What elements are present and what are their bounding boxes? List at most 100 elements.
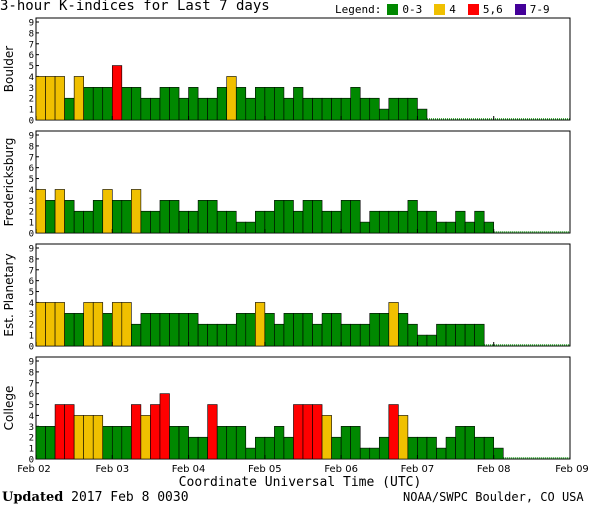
legend-item-quiet: 0-3 [387,3,422,16]
bar-college [35,426,46,460]
bar-boulder [150,97,161,121]
bar-fredericksburg [131,189,142,234]
bar-boulder [274,87,285,121]
bar-fredericksburg [178,210,189,234]
bar-college [274,426,285,460]
bar-fredericksburg [483,221,495,234]
bar-college [264,436,275,460]
credit-text: NOAA/SWPC Boulder, CO USA [403,490,584,504]
bar-fredericksburg [111,200,123,234]
bar-est-planetary [121,302,132,347]
bar-boulder [388,97,399,121]
bar-college [369,447,380,460]
bar-college [388,404,399,460]
x-tick-label: Feb 07 [401,464,435,475]
bar-college [312,404,323,460]
panel-label-college: College [2,386,16,431]
bar-fredericksburg [197,200,208,234]
bar-fredericksburg [45,200,56,234]
y-tick-label-fredericksburg: 4 [29,186,34,196]
bar-fredericksburg [388,210,399,234]
bar-college [140,415,151,460]
bar-boulder [159,87,170,121]
bar-est-planetary [188,313,199,347]
y-tick-label-college: 8 [29,368,34,378]
y-tick-label-college: 0 [29,456,34,466]
bar-college [159,393,170,460]
legend-item-active: 4 [434,3,456,16]
y-tick-label-est-planetary: 3 [29,310,34,320]
bar-boulder [197,97,208,121]
bar-est-planetary [226,323,237,347]
bar-fredericksburg [398,210,409,234]
bar-college [150,404,161,460]
bar-college [169,426,180,460]
bar-fredericksburg [169,200,180,234]
bar-est-planetary [474,323,485,347]
legend-text-severe: 7-9 [529,2,550,16]
bar-est-planetary [35,302,46,347]
y-tick-label-college: 2 [29,434,34,444]
bar-boulder [111,65,123,121]
y-tick-label-college: 3 [29,423,34,433]
panel-label-est-planetary: Est. Planetary [2,253,16,336]
bar-fredericksburg [350,200,361,234]
bar-college [417,436,428,460]
bar-boulder [321,97,332,121]
bar-college [226,426,237,460]
bar-fredericksburg [54,189,65,234]
bar-college [178,426,189,460]
bar-college [45,426,56,460]
bar-college [398,415,409,460]
bar-fredericksburg [83,210,94,234]
y-tick-label-boulder: 8 [29,29,34,39]
bar-college [321,415,332,460]
y-tick-label-est-planetary: 4 [29,299,34,309]
x-tick-label: Feb 05 [248,464,282,475]
bar-fredericksburg [312,200,323,234]
bar-fredericksburg [264,210,275,234]
bar-college [188,436,199,460]
bar-fredericksburg [321,210,332,234]
y-tick-label-est-planetary: 5 [29,288,34,298]
bar-est-planetary [54,302,65,347]
bar-fredericksburg [102,189,113,234]
bar-est-planetary [312,323,323,347]
y-tick-label-boulder: 4 [29,73,34,83]
bar-college [83,415,94,460]
bar-boulder [417,108,428,121]
y-tick-label-est-planetary: 9 [29,245,34,255]
bar-college [245,447,256,460]
legend: Legend: 0-3 4 5,6 7-9 [335,2,550,16]
bar-fredericksburg [417,210,428,234]
y-tick-label-fredericksburg: 2 [29,208,34,218]
bar-est-planetary [178,313,189,347]
bar-boulder [45,76,56,121]
legend-text-quiet: 0-3 [402,2,423,16]
bar-boulder [369,97,380,121]
legend-item-storm: 5,6 [467,2,503,16]
bar-fredericksburg [121,200,132,234]
x-tick-label: Feb 03 [95,464,129,475]
y-tick-label-boulder: 7 [29,40,34,50]
bar-college [483,436,495,460]
bar-fredericksburg [140,210,151,234]
legend-item-severe: 7-9 [514,2,550,16]
y-tick-label-college: 4 [29,412,34,422]
bar-college [378,436,390,460]
updated-label: Updated [2,490,64,505]
bar-fredericksburg [226,210,237,234]
bar-college [350,426,361,460]
bar-est-planetary [388,302,399,347]
bar-est-planetary [64,313,75,347]
bar-est-planetary [436,323,447,347]
y-tick-label-college: 6 [29,390,34,400]
legend-text-storm: 5,6 [482,2,503,16]
y-tick-label-college: 5 [29,401,34,411]
bar-est-planetary [378,313,390,347]
bar-fredericksburg [474,210,485,234]
y-tick-label-fredericksburg: 5 [29,175,34,185]
bar-fredericksburg [255,210,266,234]
